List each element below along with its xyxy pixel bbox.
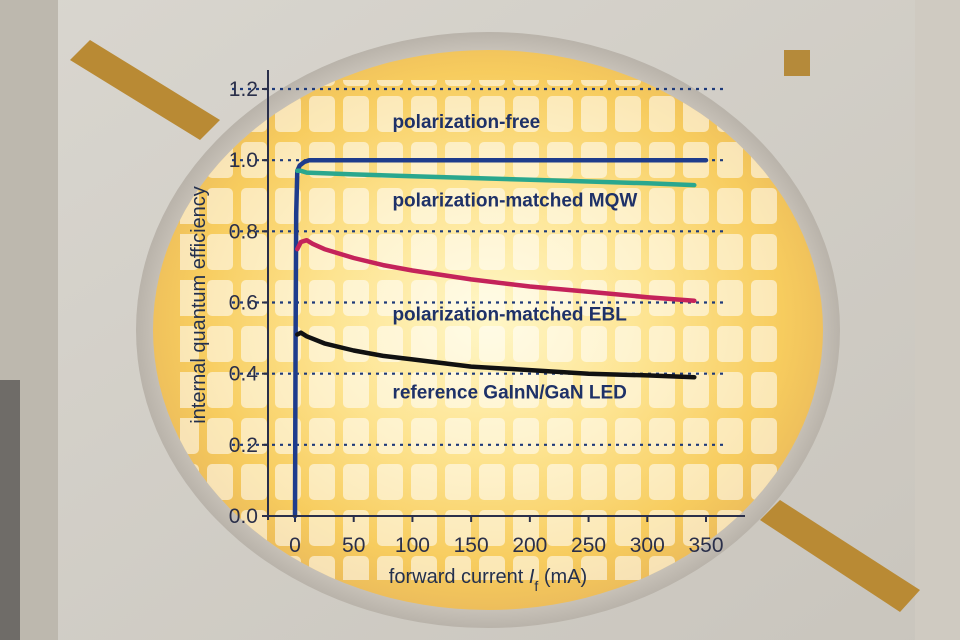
x-axis-label: forward current If (mA) xyxy=(389,566,587,594)
y-tick-label: 0.4 xyxy=(229,363,259,386)
x-tick-label: 250 xyxy=(571,534,606,557)
series-lines xyxy=(292,157,709,519)
y-tick-label: 0.8 xyxy=(229,220,258,243)
right-bracket xyxy=(915,0,960,640)
series-line-polarization-matched-ebl xyxy=(295,237,697,303)
series-line-polarization-matched-mqw xyxy=(295,168,697,188)
y-tick-label: 0.2 xyxy=(229,434,258,457)
x-tick-label: 150 xyxy=(454,534,489,557)
x-tick-label: 350 xyxy=(688,534,723,557)
left-slot xyxy=(0,380,20,640)
x-tick-label: 200 xyxy=(512,534,547,557)
annotations: polarization-free polarization-matched MQ… xyxy=(392,112,637,403)
gold-trace-bottom xyxy=(760,500,920,612)
gold-pad xyxy=(784,50,810,76)
series-annotation: polarization-free xyxy=(392,112,540,133)
series-annotation: reference GaInN/GaN LED xyxy=(392,383,626,404)
y-axis-ticks: 0.0 0.2 0.4 0.6 0.8 1.0 1.2 xyxy=(229,78,268,528)
x-tick-label: 0 xyxy=(289,534,301,557)
series-annotation: polarization-matched MQW xyxy=(392,190,637,211)
gold-trace-top xyxy=(70,40,220,140)
led-chip-array xyxy=(180,80,780,580)
y-tick-label: 0.6 xyxy=(229,292,258,315)
series-annotation: polarization-matched EBL xyxy=(392,304,627,325)
y-tick-label: 0.0 xyxy=(229,505,258,528)
x-axis-ticks: 0 50 100 150 200 250 300 350 xyxy=(289,516,724,557)
y-tick-label: 1.2 xyxy=(229,78,258,101)
chart: 0.0 0.2 0.4 0.6 0.8 1.0 1.2 0 50 100 150 200 250 300… xyxy=(188,70,745,594)
x-tick-label: 100 xyxy=(395,534,430,557)
series-line-reference-gainn-gan-led xyxy=(295,330,697,380)
y-axis-label: internal quantum efficiency xyxy=(188,186,210,424)
y-tick-label: 1.0 xyxy=(229,149,258,172)
series-line-polarization-free xyxy=(292,157,709,519)
x-tick-label: 50 xyxy=(342,534,365,557)
x-tick-label: 300 xyxy=(630,534,665,557)
